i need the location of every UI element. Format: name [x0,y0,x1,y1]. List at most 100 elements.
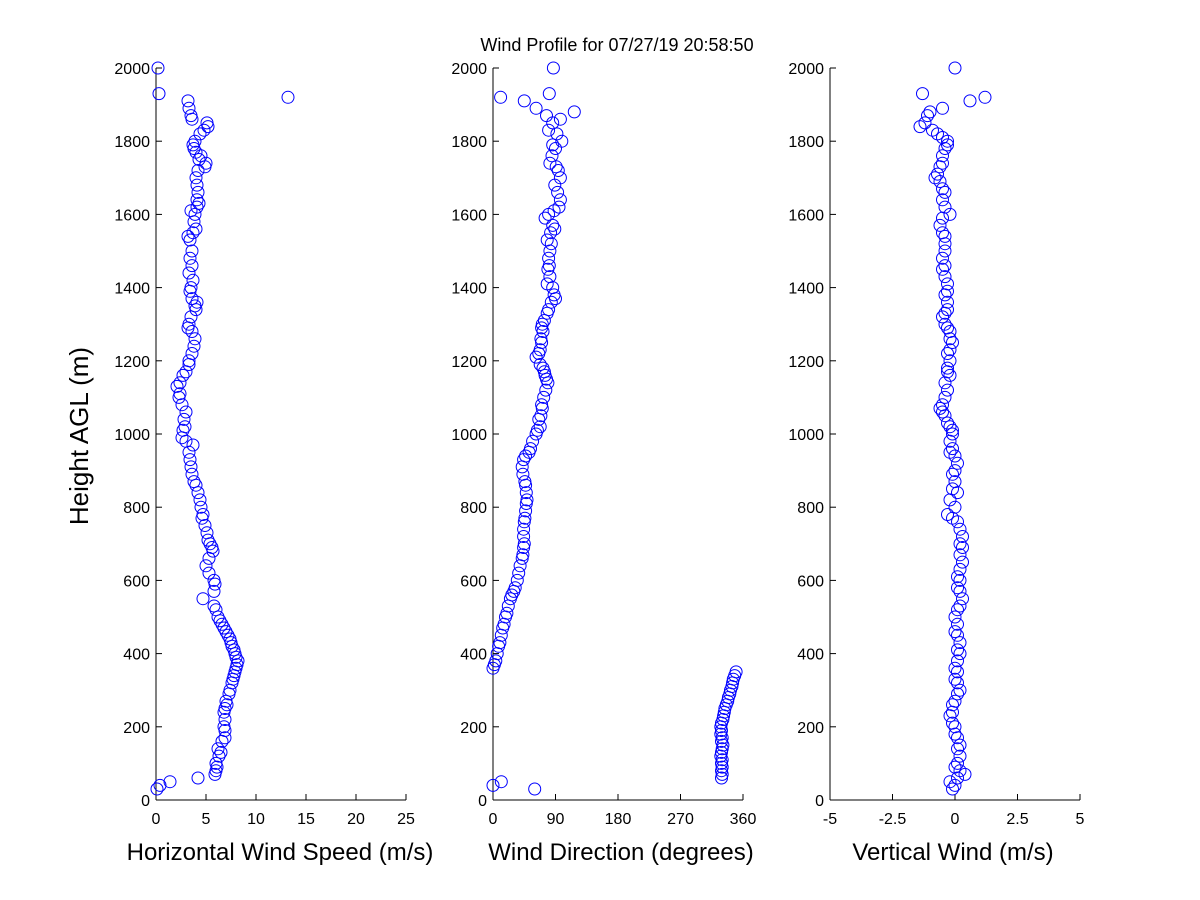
x-tick-label-direction: 360 [730,811,757,828]
data-point-vertical [921,109,934,123]
panel-vertical-wind: Vertical Wind (m/s) 0 200 400 600 800 1000 120… [788,61,1084,866]
data-point-speed [215,734,229,748]
data-point-direction [553,112,567,126]
x-tick-label-vertical: 2.5 [1006,811,1028,828]
data-point-vertical [938,409,952,423]
data-point-direction [549,142,562,155]
y-tick-label-vertical: 1200 [788,354,824,371]
data-point-vertical [933,218,947,232]
data-point-vertical [946,716,959,730]
data-point-vertical [941,416,954,430]
data-point-vertical [948,720,962,734]
data-point-speed [185,259,199,273]
data-point-direction [553,193,567,207]
data-point-vertical [936,405,949,419]
data-point-vertical [956,541,969,554]
data-point-speed [217,621,231,635]
data-point-vertical [941,277,954,291]
data-point-direction [496,621,510,635]
data-point-direction [519,497,533,510]
data-point-vertical [938,390,952,404]
data-point-direction [543,244,557,258]
data-point-vertical [951,628,964,642]
x-tick-label-direction: 180 [605,811,632,828]
data-point-direction [532,347,546,360]
data-point-vertical [978,90,992,104]
data-point-speed [188,332,202,346]
y-tick-label-vertical: 600 [797,573,824,590]
data-point-vertical [941,361,954,375]
y-tick-label-speed: 1400 [114,281,150,298]
data-point-direction [718,702,732,715]
data-point-vertical [943,368,957,382]
data-point-direction [494,775,508,789]
x-tick-label-direction: 90 [547,811,565,828]
data-point-direction [528,782,542,796]
data-point-vertical [936,193,949,207]
x-tick-label-speed: 20 [347,811,365,828]
data-point-speed [188,207,202,221]
data-point-direction [546,61,560,75]
data-point-speed [172,390,186,404]
data-point-vertical [948,694,962,708]
data-point-speed [193,127,207,141]
data-point-vertical [953,599,967,613]
data-point-vertical [951,486,964,500]
data-point-speed [196,592,210,606]
data-point-speed [208,577,222,591]
y-tick-label-direction: 1000 [451,427,487,444]
data-point-speed [150,782,164,796]
data-point-vertical [936,226,949,240]
data-point-speed [179,405,193,419]
data-point-direction [513,559,527,573]
data-point-speed [218,731,232,745]
y-tick-label-vertical: 1600 [788,207,824,224]
y-tick-label-speed: 600 [123,573,150,590]
y-tick-label-speed: 200 [123,720,150,737]
data-point-speed [183,453,197,467]
data-point-vertical [956,530,969,543]
panel-wind-direction: Wind Direction (degrees) 0 200 400 600 800 10… [451,61,756,866]
y-tick-label-vertical: 1800 [788,134,824,151]
data-point-vertical [936,156,949,170]
data-point-speed [194,500,208,514]
data-point-speed [218,713,232,726]
data-point-speed [185,325,199,338]
data-point-vertical [953,584,967,598]
data-point-vertical [933,401,947,415]
data-point-direction [486,778,500,792]
data-point-direction [494,90,508,104]
data-point-direction [550,127,564,141]
data-point-vertical [936,182,949,196]
data-point-speed [185,112,199,126]
data-point-direction [517,453,531,467]
data-point-vertical [948,475,962,489]
data-point-speed [215,617,229,631]
data-point-vertical [953,562,967,576]
x-axis-label-direction: Wind Direction (degrees) [488,839,753,866]
data-point-vertical [941,138,954,152]
data-point-direction [510,573,524,587]
data-point-speed [183,251,197,265]
x-tick-label-vertical: -2.5 [879,811,907,828]
x-axis-label-speed: Horizontal Wind Speed (m/s) [127,839,434,866]
data-point-direction [715,771,728,785]
data-point-vertical [958,767,972,781]
y-tick-label-speed: 0 [141,793,150,810]
data-point-speed [183,233,197,247]
data-point-direction [519,504,533,518]
data-point-vertical [938,317,952,331]
data-point-vertical [951,771,964,785]
data-point-vertical [938,244,952,258]
data-point-vertical [943,434,957,448]
data-point-direction [538,211,552,225]
data-point-vertical [953,548,967,562]
data-point-direction [507,584,521,598]
data-point-speed [195,511,209,525]
data-point-vertical [941,134,954,148]
x-tick-label-vertical: 0 [951,811,960,828]
data-point-speed [198,519,212,532]
data-point-speed [211,742,225,756]
data-point-vertical [948,449,962,463]
y-tick-label-direction: 1600 [451,207,487,224]
